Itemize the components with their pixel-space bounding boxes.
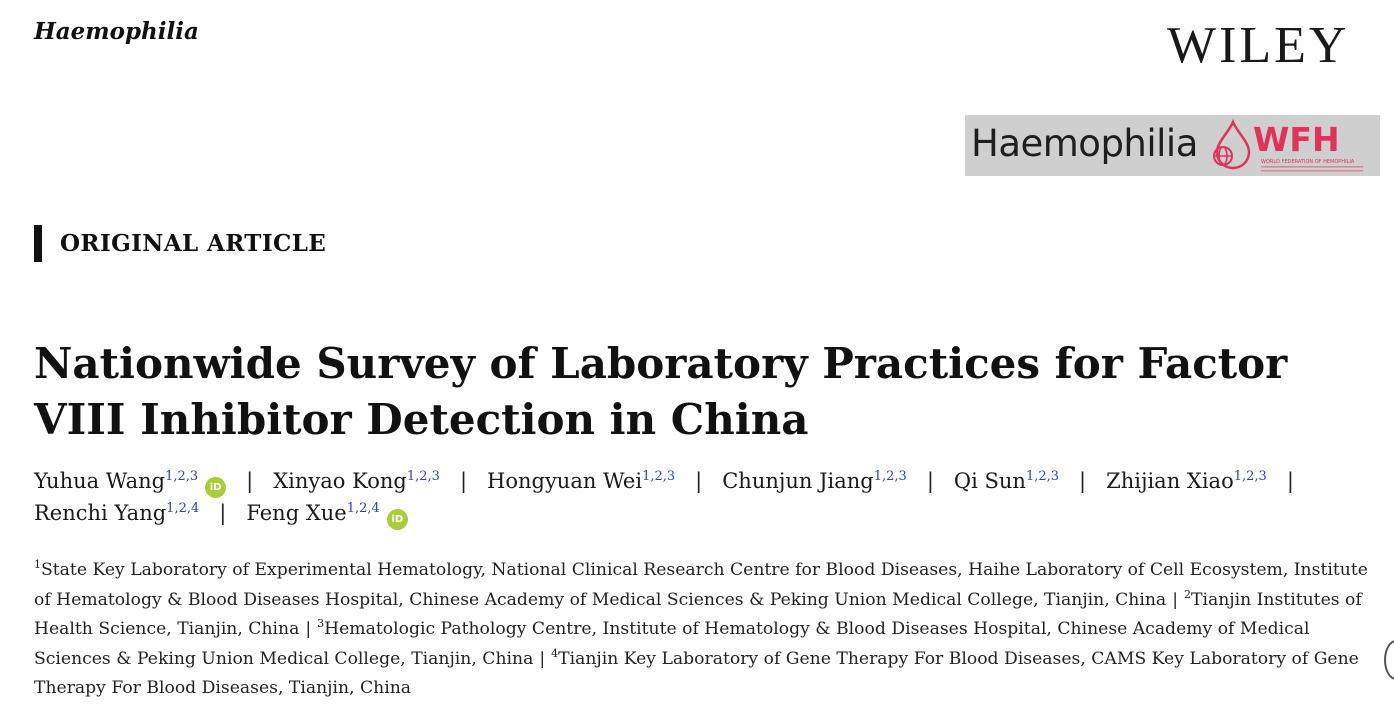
affiliation-item: 1State Key Laboratory of Experimental He…: [34, 558, 1368, 610]
affiliation-list: 1State Key Laboratory of Experimental He…: [34, 558, 1368, 699]
author-affiliation-ref[interactable]: 1,2,3: [165, 469, 199, 484]
author-affiliation-ref[interactable]: 1,2,3: [1025, 469, 1060, 484]
author-chunjun-jiang[interactable]: Chunjun Jiang1,2,3: [722, 469, 907, 493]
banner-journal-name: Haemophilia: [971, 122, 1198, 165]
article-title: Nationwide Survey of Laboratory Practice…: [34, 339, 1288, 444]
publisher-logo[interactable]: WILEY: [1167, 17, 1350, 74]
author-feng-xue[interactable]: Feng Xue1,2,4iD: [246, 501, 408, 530]
author-qi-sun[interactable]: Qi Sun1,2,3: [953, 469, 1060, 493]
affiliation-item: 2Tianjin Institutes of Health Science, T…: [34, 587, 1362, 640]
banner-society-full: WORLD FEDERATION OF HEMOPHILIA: [1261, 159, 1355, 165]
banner-society-abbrev: WFH: [1253, 120, 1340, 159]
journal-name: Haemophilia: [34, 18, 199, 45]
edge-scroll-handle[interactable]: [1384, 640, 1394, 680]
affiliation-item: 3Hematologic Pathology Centre, Institute…: [34, 617, 1310, 669]
blood-drop-globe-icon: [1213, 118, 1251, 170]
orcid-icon[interactable]: iD: [386, 509, 408, 530]
author-affiliation-ref[interactable]: 1,2,3: [1233, 469, 1267, 484]
wfh-logo-icon: WFH WORLD FEDERATION OF HEMOPHILIA: [1213, 118, 1363, 172]
author-yuhua-wang[interactable]: Yuhua Wang1,2,3iD: [34, 469, 227, 498]
author-hongyuan-wei[interactable]: Hongyuan Wei1,2,3: [487, 469, 676, 493]
author-renchi-yang[interactable]: Renchi Yang1,2,4: [34, 501, 200, 525]
author-list: Yuhua Wang1,2,3iD | Xinyao Kong1,2,3 | Hongy…: [34, 466, 1374, 530]
author-affiliation-ref[interactable]: 1,2,4: [166, 501, 200, 516]
journal-banner: Haemophilia WFH WORLD FEDERATION OF HEMO…: [965, 115, 1380, 176]
author-affiliation-ref[interactable]: 1,2,3: [642, 469, 676, 484]
orcid-icon[interactable]: iD: [205, 477, 227, 498]
author-affiliation-ref[interactable]: 1,2,3: [873, 469, 907, 484]
author-zhijian-xiao[interactable]: Zhijian Xiao1,2,3: [1106, 469, 1267, 493]
author-affiliation-ref[interactable]: 1,2,4: [346, 501, 380, 516]
author-xinyao-kong[interactable]: Xinyao Kong1,2,3: [273, 469, 440, 493]
affiliation-item: 4Tianjin Key Laboratory of Gene Therapy …: [34, 646, 1359, 699]
article-type-label: ORIGINAL ARTICLE: [34, 225, 326, 262]
author-affiliation-ref[interactable]: 1,2,3: [406, 469, 440, 484]
